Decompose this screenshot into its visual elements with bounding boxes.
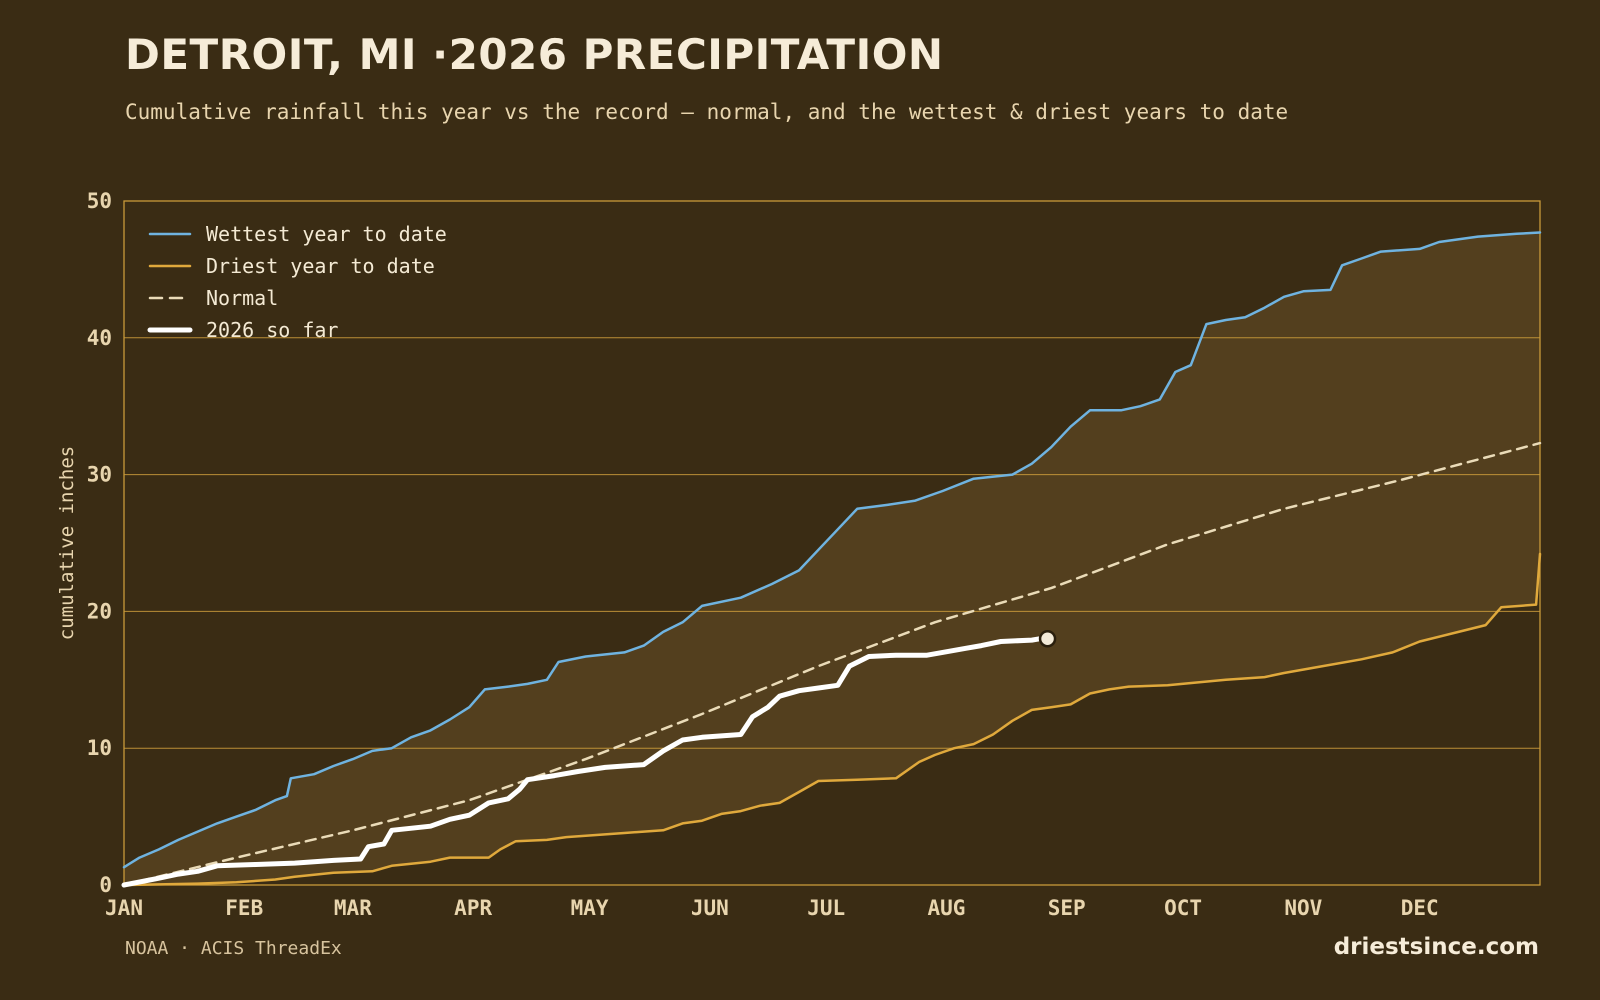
x-tick-label-oct: OCT <box>1164 896 1202 920</box>
chart-subtitle: Cumulative rainfall this year vs the rec… <box>125 100 1289 124</box>
x-tick-label-nov: NOV <box>1284 896 1322 920</box>
record-range-band <box>124 232 1540 885</box>
y-axis-label: cumulative inches <box>56 446 78 640</box>
legend-label-driest-year-to-date: Driest year to date <box>206 254 435 278</box>
legend-label-wettest-year-to-date: Wettest year to date <box>206 222 447 246</box>
y-tick-label-20: 20 <box>87 599 112 623</box>
current-value-marker <box>1038 630 1057 648</box>
x-tick-label-jul: JUL <box>807 896 845 920</box>
y-tick-label-0: 0 <box>99 873 112 897</box>
x-tick-label-jun: JUN <box>691 896 729 920</box>
y-tick-label-50: 50 <box>87 189 112 213</box>
series-line-driest-year-to-date <box>122 552 1542 887</box>
x-tick-label-apr: APR <box>454 896 492 920</box>
x-tick-label-feb: FEB <box>225 896 263 920</box>
x-tick-label-dec: DEC <box>1401 896 1439 920</box>
x-tick-label-jan: JAN <box>105 896 143 920</box>
legend-label-normal: Normal <box>206 286 278 310</box>
x-tick-label-may: MAY <box>571 896 609 920</box>
legend-label-2026-so-far: 2026 so far <box>206 318 338 342</box>
x-tick-label-sep: SEP <box>1048 896 1086 920</box>
y-tick-label-40: 40 <box>87 326 112 350</box>
series-line-wettest-year-to-date <box>122 231 1542 869</box>
series-line-2026-so-far <box>121 636 1043 888</box>
y-tick-label-30: 30 <box>87 463 112 487</box>
y-tick-label-10: 10 <box>87 736 112 760</box>
x-tick-label-mar: MAR <box>334 896 372 920</box>
x-tick-label-aug: AUG <box>927 896 965 920</box>
source-credit: NOAA · ACIS ThreadEx <box>125 938 342 959</box>
site-credit: driestsince.com <box>1333 934 1539 960</box>
plot-frame <box>123 200 1541 886</box>
chart-title: DETROIT, MI ·2026 PRECIPITATION <box>125 30 944 79</box>
